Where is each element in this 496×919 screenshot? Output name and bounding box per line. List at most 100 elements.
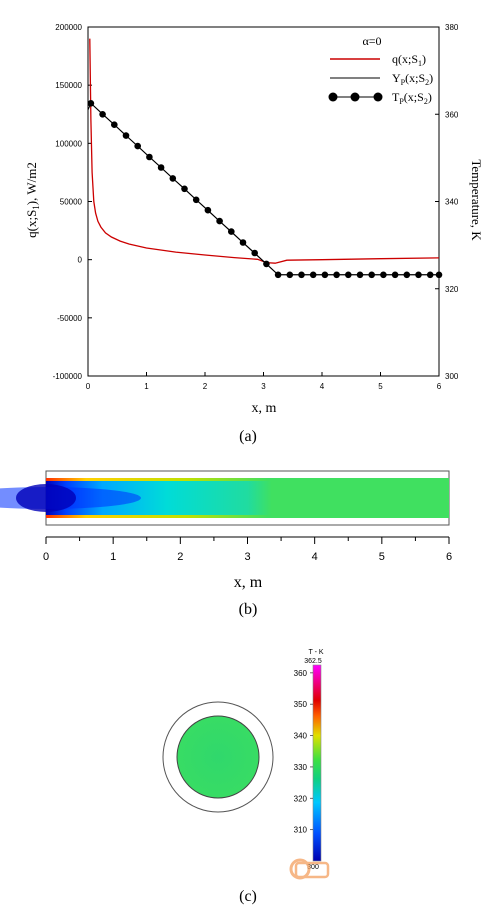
series-tp-point	[99, 111, 106, 118]
tube-wall-top	[46, 478, 449, 481]
tube-tick-label: 4	[312, 551, 318, 563]
series-tp-point	[251, 249, 258, 257]
series-tp-point	[157, 164, 165, 171]
series-q-line	[89, 38, 440, 264]
colorbar-title: T - K	[308, 649, 323, 656]
plot-a-frame	[87, 26, 440, 377]
plot-a-series	[87, 38, 443, 279]
series-tp-line	[90, 102, 439, 276]
series-tp-point	[274, 271, 282, 279]
legend-marker-tp-1	[328, 92, 338, 102]
series-tp-point	[228, 228, 235, 235]
y-tick-label: -100000	[53, 372, 83, 381]
series-tp-point	[321, 271, 329, 279]
colorbar	[312, 664, 322, 862]
panel-label-c: (c)	[239, 888, 257, 905]
series-tp-point	[309, 271, 317, 279]
series-tp-point	[345, 271, 352, 279]
legend-marker-tp-2	[350, 92, 360, 102]
tube-wall-bottom	[46, 515, 449, 518]
series-tp-point	[169, 175, 177, 182]
series-tp-point	[134, 142, 141, 150]
cross-section-fluid	[176, 715, 260, 799]
x-tick-label: 2	[203, 382, 208, 391]
colorbar-min-label: 300	[307, 864, 319, 871]
tube-x-axis-label: x, m	[234, 574, 263, 591]
series-tp-point	[204, 206, 212, 214]
legend-marker-tp-3	[373, 92, 383, 102]
x-tick-label: 3	[261, 382, 266, 391]
x-tick-label: 1	[144, 382, 149, 391]
colorbar-max-label: 362.5	[304, 658, 322, 665]
y2-axis-label: Temperature, K	[469, 159, 484, 241]
y2-tick-label: 320	[445, 285, 459, 294]
series-tp-point	[216, 217, 223, 225]
series-tp-point	[380, 271, 387, 279]
colorbar-tick-label: 330	[294, 763, 308, 772]
panel-label-a: (a)	[239, 428, 257, 445]
tube-tick-label: 6	[446, 551, 452, 563]
colorbar-tick-label: 320	[294, 794, 308, 803]
legend-label-q: q(x;S1)	[392, 52, 426, 68]
series-tp-point	[111, 121, 118, 128]
tube-tick-label: 5	[379, 551, 385, 563]
panel-c: T - K 362.5 360 350 340 330 320 310 300 (c)	[162, 649, 330, 905]
series-tp-point	[181, 185, 188, 193]
colorbar-tick-label: 310	[294, 826, 308, 835]
left-axis-ticks: -100000 -50000 0 50000 100000 150000 200000	[53, 23, 92, 381]
y-tick-label: 200000	[55, 23, 82, 32]
series-tp-point	[298, 271, 305, 279]
series-tp-point	[435, 271, 443, 279]
y-tick-label: 100000	[55, 139, 82, 148]
tube-cold-inlet	[16, 484, 76, 512]
tube-tick-label: 3	[244, 551, 250, 563]
colorbar-tick-label: 350	[294, 700, 308, 709]
y-tick-label: -50000	[57, 314, 82, 323]
tube-tick-label: 2	[177, 551, 183, 563]
colorbar-tick-label: 360	[294, 669, 308, 678]
x-axis-label: x, m	[252, 401, 277, 416]
y-tick-label: 150000	[55, 81, 82, 90]
x-tick-label: 5	[378, 382, 383, 391]
series-tp-point	[391, 271, 399, 279]
series-tp-point	[263, 260, 270, 268]
legend: α=0 q(x;S1) YP(x;S2) TP(x;S2)	[328, 34, 433, 106]
tube-x-ticks: 0 1 2 3 4 5 6	[43, 537, 452, 563]
panel-b: 0 1 2 3 4 5 6 x, m (b)	[0, 470, 452, 618]
legend-label-tp: TP(x;S2)	[392, 90, 432, 106]
series-yp-line	[87, 102, 439, 276]
y2-tick-label: 360	[445, 110, 459, 119]
x-tick-label: 0	[86, 382, 91, 391]
y-tick-label: 0	[78, 256, 83, 265]
series-tp-point	[146, 153, 153, 161]
y2-tick-label: 340	[445, 198, 459, 207]
y2-tick-label: 300	[445, 372, 459, 381]
series-tp-point	[403, 271, 411, 279]
tube-tick-label: 0	[43, 551, 49, 563]
series-tp-point	[426, 271, 434, 279]
y-tick-label: 50000	[60, 198, 83, 207]
series-tp-point	[239, 239, 247, 246]
colorbar-ticks: 360 350 340 330 320 310	[294, 669, 313, 835]
series-tp-point	[122, 132, 130, 139]
x-tick-label: 6	[437, 382, 442, 391]
y-axis-label: q(x;S1), W/m2	[24, 162, 41, 238]
legend-label-yp: YP(x;S2)	[392, 71, 433, 87]
tube-tick-label: 1	[110, 551, 116, 563]
y2-tick-label: 380	[445, 23, 459, 32]
right-axis-ticks: 300 320 340 360 380	[435, 23, 459, 381]
watermark-logo	[289, 858, 330, 880]
series-tp-point	[368, 271, 376, 279]
panel-label-b: (b)	[239, 601, 258, 618]
series-tp-point	[286, 271, 294, 279]
x-axis-ticks: 0 1 2 3 4 5 6	[86, 372, 442, 391]
series-tp-point	[87, 100, 95, 107]
legend-title: α=0	[362, 34, 381, 48]
series-tp-point	[192, 196, 200, 204]
x-tick-label: 4	[320, 382, 325, 391]
colorbar-tick-label: 340	[294, 732, 308, 741]
series-tp-point	[356, 271, 364, 279]
series-tp-point	[415, 271, 422, 279]
